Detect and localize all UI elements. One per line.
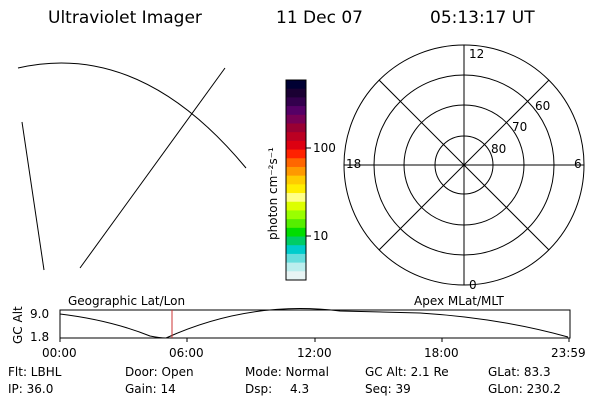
geographic-map [17,62,247,271]
info-mode: Mode: Normal [245,365,329,379]
instrument-title: Ultraviolet Imager [48,8,202,28]
colorbar-band [286,227,306,238]
info-seq: Seq: 39 [365,382,411,396]
map-line-diagonal [79,67,226,269]
x-tick-label-1200: 12:00 [297,346,332,360]
timeline-frame [59,309,571,339]
colorbar-tick-label-10: 10 [313,229,328,243]
colorbar-band [286,175,306,185]
colorbar-band [286,219,306,229]
colorbar-band [286,253,306,264]
mlt-label-18: 18 [346,157,361,171]
colorbar-band [286,149,306,159]
info-ip: IP: 36.0 [8,382,54,396]
colorbar-band [286,97,306,107]
altitude-curve [59,308,569,339]
colorbar-band [286,158,306,168]
x-tick-label-1800: 18:00 [424,346,459,360]
colorbar-label: photon cm⁻²s⁻¹ [266,147,280,240]
colorbar-band [286,193,306,203]
colorbar-band [286,271,306,281]
colorbar-band [286,114,306,124]
mlt-label-0: 0 [469,278,477,292]
info-glat: GLat: 83.3 [488,365,551,379]
info-dsp-value: 4.3 [290,382,310,396]
mlt-label-6: 6 [574,157,582,171]
info-flt: Flt: LBHL [8,365,62,379]
timeline-x-axis [59,338,570,342]
map-line-left [21,121,45,271]
lat-label-80: 80 [491,142,506,156]
polar-plot [343,44,585,286]
x-tick-label-0600: 06:00 [169,346,204,360]
colorbar-band [286,80,306,90]
colorbar-band [286,106,306,116]
polar-diagonal-2 [378,79,550,251]
info-gain: Gain: 14 [125,382,176,396]
colorbar-band [286,123,306,133]
colorbar-band [286,88,306,98]
colorbar-tick-label-100: 100 [313,141,336,155]
colorbar-frame [285,79,307,281]
timeline-y-tick-high: 9.0 [30,307,49,321]
mlt-label-12: 12 [469,47,484,61]
info-gc-alt: GC Alt: 2.1 Re [365,365,449,379]
colorbar [286,80,306,281]
colorbar-band [286,166,306,177]
lat-label-70: 70 [512,120,527,134]
info-glon: GLon: 230.2 [488,382,561,396]
map-arc [17,62,247,169]
colorbar-band [286,140,306,151]
colorbar-band [286,184,306,194]
x-tick-label-0000: 00:00 [42,346,77,360]
info-door: Door: Open [125,365,194,379]
x-tick-label-2359: 23:59 [551,346,586,360]
time-label: 05:13:17 UT [430,8,535,28]
colorbar-band [286,132,306,142]
date-label: 11 Dec 07 [276,8,363,28]
colorbar-band [286,236,306,246]
timeline-right-label: Apex MLat/MLT [414,294,504,308]
lat-label-60: 60 [535,99,550,113]
colorbar-band [286,210,306,220]
timeline-axis-title: GC Alt [11,306,25,344]
colorbar-band [286,262,306,272]
timeline-left-label: Geographic Lat/Lon [68,294,185,308]
info-dsp-label: Dsp: [245,382,273,396]
colorbar-band [286,245,306,255]
colorbar-band [286,201,306,211]
timeline-y-tick-low: 1.8 [30,330,49,344]
